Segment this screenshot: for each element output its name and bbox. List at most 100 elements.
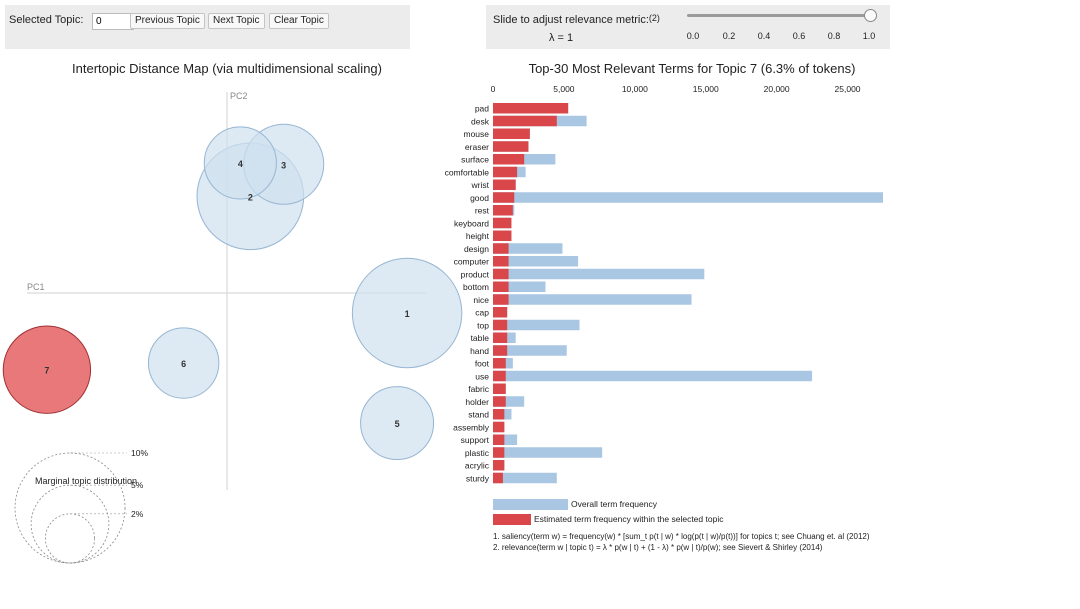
estimated-bar-fabric <box>493 383 506 394</box>
overall-bar-computer <box>493 256 579 267</box>
term-label-nice[interactable]: nice <box>473 295 489 305</box>
legend-estimated-label: Estimated term frequency within the sele… <box>534 514 724 524</box>
overall-bar-surface <box>493 154 556 165</box>
estimated-bar-hand <box>493 345 508 356</box>
estimated-bar-table <box>493 332 508 343</box>
overall-bar-holder <box>493 396 525 407</box>
overall-bar-top <box>493 319 580 331</box>
barchart-x-axis: 0 5,000 10,000 15,000 20,000 25,000 <box>491 84 861 94</box>
pc1-label: PC1 <box>27 282 45 292</box>
term-label-top[interactable]: top <box>477 320 489 330</box>
map-title: Intertopic Distance Map (via multidimens… <box>72 61 382 76</box>
slider-tick-label: 0.0 <box>686 31 700 41</box>
term-label-stand[interactable]: stand <box>468 410 489 420</box>
overall-bar-nice <box>493 294 692 305</box>
term-label-cap[interactable]: cap <box>475 308 489 318</box>
term-label-computer[interactable]: computer <box>454 257 490 267</box>
estimated-bar-sturdy <box>493 472 503 484</box>
term-label-keyboard[interactable]: keyboard <box>454 218 489 228</box>
previous-topic-button[interactable]: Previous Topic <box>130 13 205 29</box>
term-label-assembly[interactable]: assembly <box>453 422 490 432</box>
topic-bubble-5[interactable] <box>360 386 435 461</box>
overall-bar-product <box>493 268 705 280</box>
term-label-wrist[interactable]: wrist <box>471 180 490 190</box>
clear-topic-button[interactable]: Clear Topic <box>269 13 329 29</box>
topic-bubble-label: 4 <box>238 159 243 169</box>
marginal-legend-label: 2% <box>131 509 144 519</box>
marginal-distribution-legend: 2% 5% 10% <box>14 448 148 564</box>
term-label-fabric[interactable]: fabric <box>468 384 490 394</box>
estimated-bar-desk <box>493 115 557 127</box>
term-label-design[interactable]: design <box>464 244 489 254</box>
slider-label-text: Slide to adjust relevance metric: <box>493 14 649 26</box>
slider-footnote-marker: (2) <box>648 13 660 23</box>
estimated-bar-eraser <box>493 141 529 152</box>
term-label-desk[interactable]: desk <box>471 116 490 126</box>
term-label-hand[interactable]: hand <box>470 346 489 356</box>
selected-topic-input[interactable] <box>92 13 134 30</box>
topic-bubble-7[interactable] <box>2 325 92 414</box>
term-label-support[interactable]: support <box>461 435 490 445</box>
estimated-bar-comfortable <box>493 166 518 178</box>
estimated-bar-holder <box>493 396 506 407</box>
estimated-bar-plastic <box>493 447 505 458</box>
marginal-legend-circle <box>45 513 95 564</box>
topic-bubble-label: 1 <box>405 309 410 319</box>
estimated-bar-computer <box>493 256 509 267</box>
next-topic-button[interactable]: Next Topic <box>208 13 265 29</box>
term-label-surface[interactable]: surface <box>461 155 489 165</box>
term-label-height[interactable]: height <box>466 231 490 241</box>
estimated-bar-pad <box>493 103 569 114</box>
legend-overall-swatch <box>493 499 568 510</box>
footnote-saliency: 1. saliency(term w) = frequency(w) * [su… <box>493 532 870 541</box>
slider-tick-label: 0.4 <box>757 31 771 41</box>
marginal-legend-label: 10% <box>131 448 148 458</box>
estimated-bar-mouse <box>493 128 530 139</box>
x-tick-label: 5,000 <box>553 84 575 94</box>
term-label-sturdy[interactable]: sturdy <box>466 473 490 483</box>
term-label-table[interactable]: table <box>471 333 490 343</box>
topic-bubble-labels: 1 2 3 4 5 6 7 <box>44 159 409 429</box>
relevant-terms-barchart: 0 5,000 10,000 15,000 20,000 25,000 pad desk mo… <box>445 84 883 552</box>
topic-bubble-4[interactable] <box>203 126 277 200</box>
marginal-legend-label: 5% <box>131 480 144 490</box>
term-label-plastic[interactable]: plastic <box>465 448 490 458</box>
estimated-bar-foot <box>493 358 506 369</box>
topic-bubble-label: 5 <box>395 419 400 429</box>
term-label-use[interactable]: use <box>475 371 489 381</box>
x-tick-label: 20,000 <box>764 84 790 94</box>
lambda-slider-handle[interactable] <box>863 9 877 22</box>
estimated-bar-rest <box>493 205 513 216</box>
selected-topic-label: Selected Topic: <box>9 14 84 26</box>
footnote-relevance: 2. relevance(term w | topic t) = λ * p(w… <box>493 543 823 552</box>
estimated-bar-surface <box>493 154 525 165</box>
topic-bubble-label: 6 <box>181 359 186 369</box>
x-tick-label: 15,000 <box>693 84 719 94</box>
x-tick-label: 25,000 <box>835 84 861 94</box>
term-label-mouse[interactable]: mouse <box>463 129 489 139</box>
term-label-eraser[interactable]: eraser <box>465 142 489 152</box>
term-label-acrylic[interactable]: acrylic <box>465 461 490 471</box>
term-label-holder[interactable]: holder <box>465 397 489 407</box>
term-label-foot[interactable]: foot <box>475 359 490 369</box>
estimated-bar-wrist <box>493 179 516 190</box>
overall-bar-bottom <box>493 281 546 292</box>
term-label-bottom[interactable]: bottom <box>463 282 489 292</box>
relevance-slider-panel: Slide to adjust relevance metric:(2) λ =… <box>486 5 890 49</box>
x-tick-label: 0 <box>491 84 496 94</box>
term-label-product[interactable]: product <box>461 269 490 279</box>
slider-tick-label: 0.6 <box>792 31 806 41</box>
lambda-slider-track[interactable] <box>687 14 870 17</box>
estimated-bar-use <box>493 370 506 382</box>
estimated-bar-cap <box>493 307 508 318</box>
term-label-comfortable[interactable]: comfortable <box>445 167 490 177</box>
term-label-rest[interactable]: rest <box>475 206 490 216</box>
overall-bar-design <box>493 243 563 254</box>
topic-bubble-1[interactable] <box>351 257 463 369</box>
estimated-bar-keyboard <box>493 217 512 229</box>
term-label-good[interactable]: good <box>470 193 489 203</box>
marginal-legend-circle <box>30 484 110 564</box>
term-label-pad[interactable]: pad <box>475 104 489 114</box>
estimated-bar-good <box>493 192 515 203</box>
topic-bubble-6[interactable] <box>147 327 220 399</box>
